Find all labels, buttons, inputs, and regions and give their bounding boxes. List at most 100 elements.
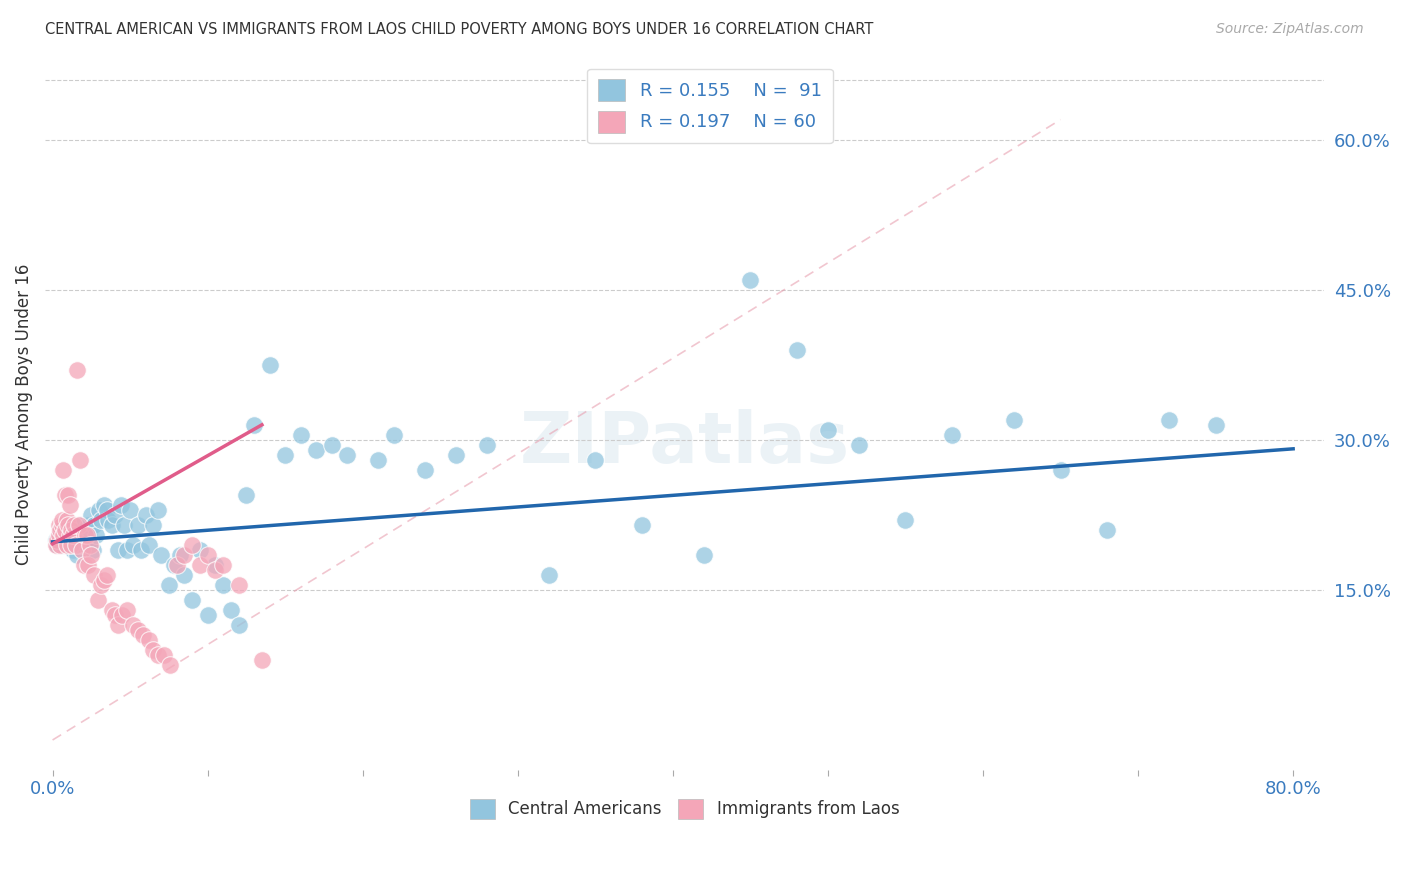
Point xyxy=(65,528,87,542)
Point xyxy=(53,523,76,537)
Point xyxy=(127,517,149,532)
Point xyxy=(72,558,94,572)
Text: ZIPatlas: ZIPatlas xyxy=(519,409,849,478)
Point xyxy=(382,427,405,442)
Point xyxy=(96,503,118,517)
Point xyxy=(55,538,77,552)
Point xyxy=(79,538,101,552)
Point xyxy=(65,538,87,552)
Point xyxy=(104,607,127,622)
Point xyxy=(60,523,83,537)
Point xyxy=(107,542,129,557)
Point xyxy=(69,538,91,552)
Point xyxy=(110,498,132,512)
Point xyxy=(188,558,211,572)
Point xyxy=(475,438,498,452)
Point xyxy=(48,528,70,542)
Point xyxy=(159,657,181,672)
Point xyxy=(46,533,69,547)
Legend: Central Americans, Immigrants from Laos: Central Americans, Immigrants from Laos xyxy=(463,792,905,826)
Point xyxy=(51,517,73,532)
Point xyxy=(76,538,98,552)
Point xyxy=(83,567,105,582)
Point xyxy=(122,538,145,552)
Point xyxy=(70,542,93,557)
Point xyxy=(49,523,72,537)
Point xyxy=(181,593,204,607)
Point xyxy=(77,517,100,532)
Point xyxy=(162,558,184,572)
Point xyxy=(135,508,157,522)
Point xyxy=(120,503,142,517)
Point xyxy=(1205,417,1227,432)
Point xyxy=(53,528,76,542)
Point xyxy=(153,648,176,662)
Point xyxy=(76,528,98,542)
Point xyxy=(60,538,83,552)
Point xyxy=(55,513,77,527)
Point xyxy=(336,448,359,462)
Point xyxy=(848,438,870,452)
Point xyxy=(138,538,160,552)
Point xyxy=(90,578,112,592)
Point xyxy=(259,358,281,372)
Point xyxy=(131,628,153,642)
Point xyxy=(212,558,235,572)
Point xyxy=(169,548,191,562)
Point xyxy=(142,517,165,532)
Point xyxy=(66,548,89,562)
Point xyxy=(69,452,91,467)
Point xyxy=(250,653,273,667)
Point xyxy=(212,578,235,592)
Point xyxy=(537,567,560,582)
Point xyxy=(83,517,105,532)
Point xyxy=(631,517,654,532)
Point xyxy=(786,343,808,357)
Point xyxy=(56,488,79,502)
Point xyxy=(51,513,73,527)
Text: CENTRAL AMERICAN VS IMMIGRANTS FROM LAOS CHILD POVERTY AMONG BOYS UNDER 16 CORRE: CENTRAL AMERICAN VS IMMIGRANTS FROM LAOS… xyxy=(45,22,873,37)
Point xyxy=(894,513,917,527)
Text: Source: ZipAtlas.com: Source: ZipAtlas.com xyxy=(1216,22,1364,37)
Point xyxy=(75,528,97,542)
Point xyxy=(367,452,389,467)
Point xyxy=(188,542,211,557)
Point xyxy=(219,603,242,617)
Point xyxy=(65,538,87,552)
Point xyxy=(583,452,606,467)
Point xyxy=(87,503,110,517)
Point xyxy=(146,503,169,517)
Point xyxy=(146,648,169,662)
Point xyxy=(197,607,219,622)
Point xyxy=(86,593,108,607)
Point xyxy=(63,523,86,537)
Point xyxy=(80,548,103,562)
Point xyxy=(1157,413,1180,427)
Point xyxy=(157,578,180,592)
Point xyxy=(1095,523,1118,537)
Point xyxy=(45,538,67,552)
Point xyxy=(204,558,226,572)
Point xyxy=(693,548,716,562)
Point xyxy=(84,528,107,542)
Point xyxy=(235,488,257,502)
Point xyxy=(104,508,127,522)
Point xyxy=(75,528,97,542)
Point xyxy=(243,417,266,432)
Point xyxy=(204,563,226,577)
Point xyxy=(48,517,70,532)
Point xyxy=(115,542,138,557)
Point xyxy=(274,448,297,462)
Point xyxy=(59,517,82,532)
Point xyxy=(181,538,204,552)
Point xyxy=(51,533,73,547)
Point xyxy=(111,607,134,622)
Point xyxy=(69,517,91,532)
Point xyxy=(290,427,312,442)
Y-axis label: Child Poverty Among Boys Under 16: Child Poverty Among Boys Under 16 xyxy=(15,264,32,566)
Point xyxy=(48,528,70,542)
Point xyxy=(93,573,115,587)
Point xyxy=(52,463,75,477)
Point xyxy=(53,488,76,502)
Point xyxy=(1049,463,1071,477)
